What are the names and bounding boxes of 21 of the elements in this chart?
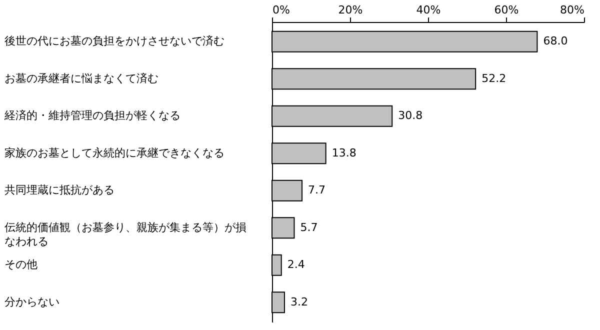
- y-tick-label: 伝統的価値観（お墓参り、親族が集まる等）が損なわれる: [4, 220, 246, 248]
- x-tick-label: 20%: [338, 4, 363, 16]
- y-tick-label: 後世の代にお墓の負担をかけさせないで済む: [4, 34, 224, 48]
- data-label: 7.7: [308, 184, 326, 197]
- data-label: 2.4: [287, 258, 305, 272]
- x-tick-label: 60%: [494, 4, 519, 16]
- y-tick-label: お墓の承継者に悩まなくて済む: [4, 72, 158, 85]
- y-tick-label: 経済的・維持管理の負担が軽くなる: [4, 109, 180, 122]
- y-tick-label: その他: [4, 258, 38, 272]
- data-label: 13.8: [332, 146, 356, 160]
- x-tick-label: 40%: [416, 4, 441, 16]
- y-tick-label: 共同埋蔵に抵抗がある: [4, 184, 114, 197]
- data-label: 5.7: [300, 220, 318, 234]
- y-tick-label: 分からない: [4, 295, 60, 308]
- data-label: 30.8: [398, 109, 423, 122]
- y-tick-label: 家族のお墓として永続的に承継できなくなる: [4, 146, 224, 160]
- x-tick-label: 0%: [272, 4, 290, 16]
- x-tick-label: 80%: [560, 4, 584, 16]
- data-label: 68.0: [543, 34, 568, 48]
- data-label: 3.2: [290, 295, 308, 308]
- data-label: 52.2: [482, 72, 506, 85]
